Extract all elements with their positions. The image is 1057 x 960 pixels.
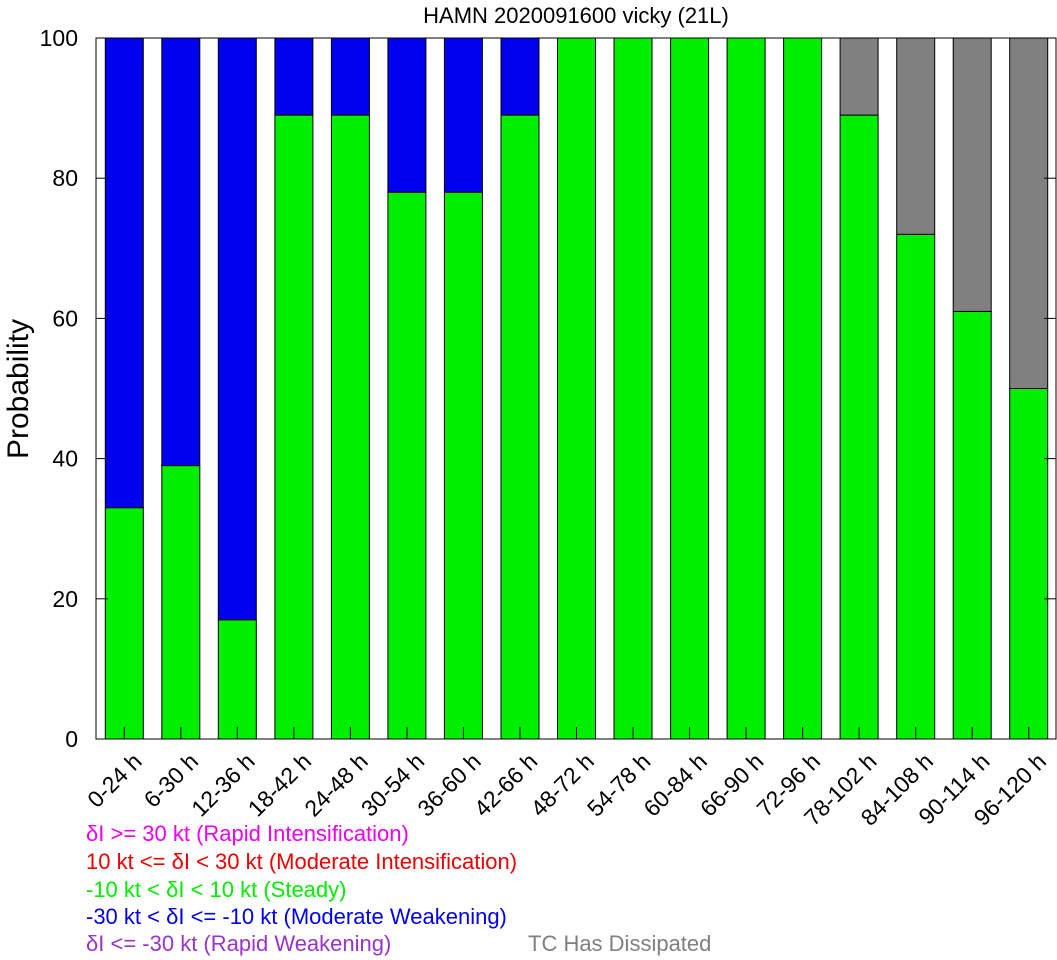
bar-segment-78-102h-s2 xyxy=(839,37,879,116)
bar-segment-0-24h-s0 xyxy=(104,507,144,740)
bar-segment-24-48h-s1 xyxy=(330,37,370,116)
y-tick-label: 0 xyxy=(65,726,78,752)
bar-segment-72-96h-s0 xyxy=(783,37,823,740)
y-tick-label: 80 xyxy=(52,165,78,191)
bar-segment-30-54h-s0 xyxy=(387,191,427,740)
bar-segment-54-78h-s0 xyxy=(613,37,653,740)
y-tick-label: 100 xyxy=(40,25,78,51)
bar-segment-6-30h-s1 xyxy=(161,37,201,467)
legend-dissipated: TC Has Dissipated xyxy=(528,931,712,956)
bar-segment-90-114h-s0 xyxy=(952,310,992,740)
bar-segment-84-108h-s2 xyxy=(896,37,936,235)
bar-segment-30-54h-s1 xyxy=(387,37,427,193)
bar-segment-18-42h-s1 xyxy=(274,37,314,116)
bars-group xyxy=(104,37,1049,740)
legend-moderate-weakening: -30 kt < δI <= -10 kt (Moderate Weakenin… xyxy=(86,904,507,929)
probability-chart: HAMN 2020091600 vicky (21L) Probability … xyxy=(2,3,1057,830)
y-tick-label: 60 xyxy=(52,305,78,331)
y-tick-label: 40 xyxy=(52,446,78,472)
y-tick-label: 20 xyxy=(52,586,78,612)
bar-segment-48-72h-s0 xyxy=(557,37,596,740)
bar-segment-84-108h-s0 xyxy=(896,233,936,740)
chart-title: HAMN 2020091600 vicky (21L) xyxy=(423,3,729,28)
legend-rapid-intensification: δI >= 30 kt (Rapid Intensification) xyxy=(86,821,409,846)
bar-segment-12-36h-s0 xyxy=(217,619,257,740)
bar-segment-42-66h-s0 xyxy=(500,114,540,740)
bar-segment-66-90h-s0 xyxy=(726,37,766,740)
bar-segment-78-102h-s0 xyxy=(839,114,879,740)
bar-segment-12-36h-s1 xyxy=(217,37,257,621)
bar-segment-36-60h-s0 xyxy=(443,191,483,740)
bar-segment-60-84h-s0 xyxy=(670,37,710,740)
bar-segment-96-120h-s0 xyxy=(1009,388,1049,740)
bar-segment-24-48h-s0 xyxy=(330,114,370,740)
bar-segment-42-66h-s1 xyxy=(500,37,540,116)
bar-segment-0-24h-s1 xyxy=(104,37,144,509)
bar-segment-96-120h-s2 xyxy=(1009,37,1049,389)
y-axis-label: Probability xyxy=(2,319,35,459)
legend-steady: -10 kt < δI < 10 kt (Steady) xyxy=(86,877,347,902)
bar-segment-90-114h-s2 xyxy=(952,37,992,312)
x-tick-label: 0-24 h xyxy=(82,748,147,813)
bar-segment-18-42h-s0 xyxy=(274,114,314,740)
bar-segment-36-60h-s1 xyxy=(443,37,483,193)
legend-moderate-intensification: 10 kt <= δI < 30 kt (Moderate Intensific… xyxy=(86,849,518,874)
bar-segment-6-30h-s0 xyxy=(161,465,201,740)
legend-rapid-weakening: δI <= -30 kt (Rapid Weakening) xyxy=(86,931,392,956)
